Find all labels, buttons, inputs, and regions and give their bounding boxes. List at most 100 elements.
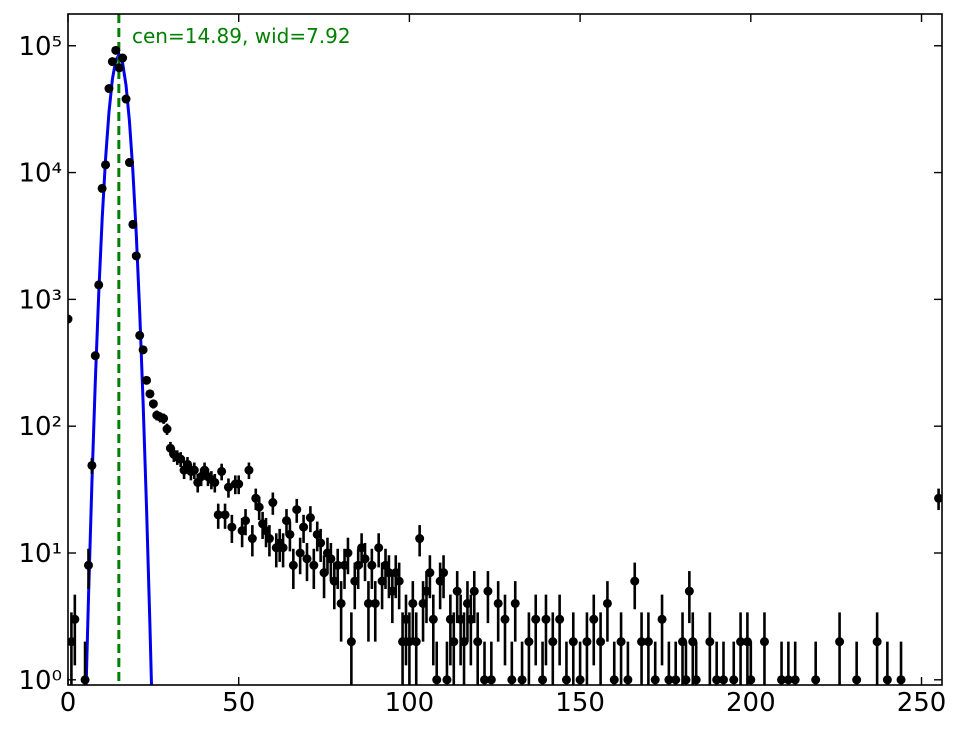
data-point [346, 637, 356, 647]
data-point [264, 534, 274, 544]
data-point [684, 586, 694, 596]
data-point [691, 675, 701, 685]
data-point [302, 554, 312, 564]
data-point [882, 675, 892, 685]
data-point [510, 598, 520, 608]
data-point [759, 637, 769, 647]
data-point [295, 548, 305, 558]
data-point [637, 637, 647, 647]
y-tick-label: 10³ [18, 285, 62, 315]
data-point [309, 560, 319, 570]
data-point [835, 637, 845, 647]
data-point [241, 516, 251, 526]
data-point [343, 548, 353, 558]
y-tick-label: 10² [18, 412, 62, 442]
data-point [131, 251, 141, 261]
data-point [568, 637, 578, 647]
data-point [473, 637, 483, 647]
data-point [432, 675, 442, 685]
y-tick-label: 10⁵ [18, 32, 62, 62]
data-point [616, 637, 626, 647]
x-tick-label: 0 [60, 688, 77, 718]
data-point [227, 522, 237, 532]
data-point [777, 675, 787, 685]
data-point [247, 534, 257, 544]
y-tick-label: 10¹ [18, 539, 62, 569]
data-point [80, 675, 90, 685]
data-point [630, 576, 640, 586]
data-point [278, 543, 288, 553]
data-point [609, 675, 619, 685]
x-tick-label: 250 [897, 688, 947, 718]
data-point [439, 568, 449, 578]
data-point [643, 637, 653, 647]
data-point [664, 675, 674, 685]
data-point [104, 84, 114, 94]
data-point [449, 637, 459, 647]
data-point [148, 399, 158, 409]
data-point [142, 375, 152, 385]
x-tick-label: 100 [385, 688, 435, 718]
data-point [428, 614, 438, 624]
data-point [220, 510, 230, 520]
data-point [288, 560, 298, 570]
data-point [872, 637, 882, 647]
data-point [268, 498, 278, 508]
data-point [244, 465, 254, 475]
data-point [114, 63, 124, 73]
data-point [94, 280, 104, 290]
data-point [486, 675, 496, 685]
axes: 0 50 100 150 200 250 10⁰ 10¹ 10² 10³ 10⁴ 10⁵ [18, 14, 946, 718]
data-point [326, 554, 336, 564]
data-point [783, 675, 793, 685]
data-point [213, 510, 223, 520]
data-point [299, 522, 309, 532]
data-point [394, 576, 404, 586]
data-point [602, 598, 612, 608]
data-point [97, 183, 107, 193]
data-point [790, 675, 800, 685]
data-point [374, 543, 384, 553]
data-point [370, 598, 380, 608]
data-point [493, 598, 503, 608]
data-point [483, 586, 493, 596]
data-point [561, 675, 571, 685]
data-point [162, 424, 172, 434]
data-point [896, 675, 906, 685]
data-point [367, 560, 377, 570]
data-point [70, 614, 80, 624]
data-point [138, 345, 148, 355]
data-point [596, 637, 606, 647]
data-point [500, 614, 510, 624]
data-point [650, 675, 660, 685]
data-point [415, 534, 425, 544]
data-point [217, 466, 227, 476]
data-point [333, 560, 343, 570]
data-point [582, 637, 592, 647]
data-point [442, 675, 452, 685]
axes-frame [67, 13, 943, 686]
data-point [189, 465, 199, 475]
y-tick-label: 10⁴ [18, 159, 62, 189]
y-tick-label: 10⁰ [18, 666, 62, 696]
data-point [736, 637, 746, 647]
data-point [68, 314, 73, 324]
data-point [83, 560, 93, 570]
data-point [452, 586, 462, 596]
data-point [234, 479, 244, 489]
data-point [555, 614, 565, 624]
data-point [135, 330, 145, 340]
data-point [128, 219, 138, 229]
data-point [159, 413, 169, 423]
data-point [316, 538, 326, 548]
data-point [363, 598, 373, 608]
x-tick-label: 200 [726, 688, 776, 718]
data-point [623, 675, 633, 685]
data-point [729, 675, 739, 685]
data-point [811, 675, 821, 685]
data-point [292, 505, 302, 515]
data-point [657, 614, 667, 624]
data-point [480, 675, 490, 685]
